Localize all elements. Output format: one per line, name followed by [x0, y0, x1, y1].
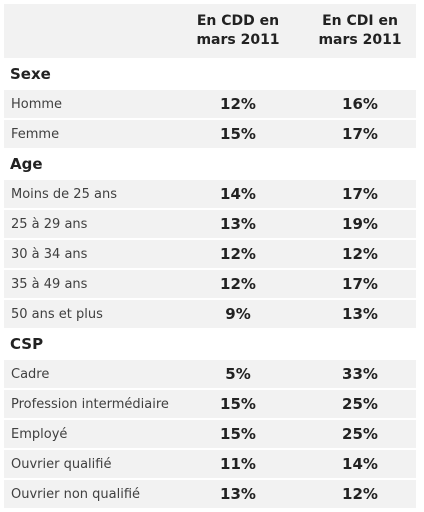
cdi-value: 25%: [342, 425, 378, 443]
table-row: 35 à 49 ans 12% 17%: [4, 270, 416, 300]
row-label: Ouvrier qualifié: [11, 456, 112, 472]
section-header-csp: CSP: [4, 330, 416, 360]
cdd-value: 15%: [220, 395, 256, 413]
table-row: Femme 15% 17%: [4, 120, 416, 150]
cdi-value: 12%: [342, 245, 378, 263]
table-row: 30 à 34 ans 12% 12%: [4, 240, 416, 270]
row-label: Employé: [11, 426, 68, 442]
cdi-value: 16%: [342, 95, 378, 113]
row-label: 50 ans et plus: [11, 306, 103, 322]
stats-table: En CDD en mars 2011 En CDI en mars 2011 …: [4, 4, 416, 510]
section-title: CSP: [10, 335, 44, 353]
row-label: 30 à 34 ans: [11, 246, 88, 262]
cdd-value: 13%: [220, 485, 256, 503]
table-header-row: En CDD en mars 2011 En CDI en mars 2011: [4, 4, 416, 60]
row-label: Moins de 25 ans: [11, 186, 117, 202]
cdi-value: 25%: [342, 395, 378, 413]
cdi-value: 17%: [342, 275, 378, 293]
table-row: 25 à 29 ans 13% 19%: [4, 210, 416, 240]
cdi-value: 33%: [342, 365, 378, 383]
cdd-value: 13%: [220, 215, 256, 233]
cdi-value: 19%: [342, 215, 378, 233]
section-title: Sexe: [10, 65, 51, 83]
cdd-value: 9%: [225, 305, 251, 323]
table-row: Employé 15% 25%: [4, 420, 416, 450]
cdi-value: 17%: [342, 185, 378, 203]
row-label: Profession intermédiaire: [11, 396, 169, 412]
section-header-age: Age: [4, 150, 416, 180]
cdd-value: 12%: [220, 275, 256, 293]
table-row: Profession intermédiaire 15% 25%: [4, 390, 416, 420]
cdd-value: 15%: [220, 425, 256, 443]
cdd-value: 15%: [220, 125, 256, 143]
section-title: Age: [10, 155, 43, 173]
cdd-value: 14%: [220, 185, 256, 203]
table-row: Homme 12% 16%: [4, 90, 416, 120]
cdi-value: 13%: [342, 305, 378, 323]
table-row: 50 ans et plus 9% 13%: [4, 300, 416, 330]
cdi-value: 14%: [342, 455, 378, 473]
cdi-value: 12%: [342, 485, 378, 503]
row-label: Femme: [11, 126, 60, 142]
row-label: Homme: [11, 96, 63, 112]
row-label: 25 à 29 ans: [11, 216, 88, 232]
row-label: Ouvrier non qualifié: [11, 486, 141, 502]
cdd-value: 5%: [225, 365, 251, 383]
table-row: Cadre 5% 33%: [4, 360, 416, 390]
cdi-value: 17%: [342, 125, 378, 143]
section-header-sexe: Sexe: [4, 60, 416, 90]
table-row: Ouvrier qualifié 11% 14%: [4, 450, 416, 480]
row-label: 35 à 49 ans: [11, 276, 88, 292]
cdd-value: 12%: [220, 245, 256, 263]
table-row: Moins de 25 ans 14% 17%: [4, 180, 416, 210]
column-header-cdi: En CDI en mars 2011: [318, 13, 402, 48]
row-label: Cadre: [11, 366, 50, 382]
cdd-value: 12%: [220, 95, 256, 113]
column-header-cdd: En CDD en mars 2011: [196, 13, 280, 48]
table-row: Ouvrier non qualifié 13% 12%: [4, 480, 416, 510]
cdd-value: 11%: [220, 455, 256, 473]
